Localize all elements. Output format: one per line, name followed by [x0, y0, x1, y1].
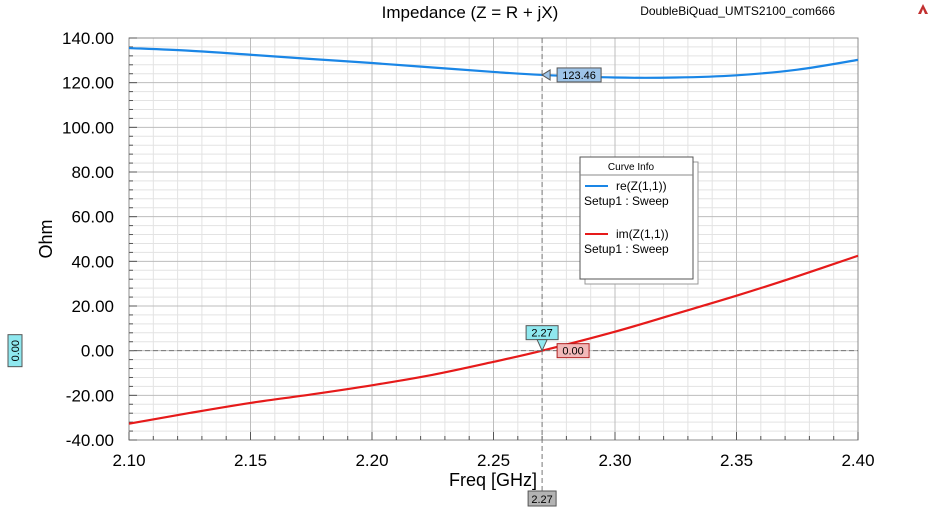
marker-im-box[interactable] — [556, 343, 590, 359]
x-tick-label: 2.20 — [355, 451, 388, 470]
y-tick-label: 100.00 — [62, 118, 114, 137]
series-line-re — [128, 46, 859, 79]
series-line-im — [128, 254, 859, 425]
y-axis-title: Ohm — [36, 219, 56, 258]
legend-title: Curve Info — [608, 162, 655, 173]
legend-entry-im-setup: Setup1 : Sweep — [584, 242, 669, 256]
marker-x-pointer — [536, 339, 548, 352]
marker-y-axis-box[interactable] — [7, 334, 23, 368]
x-tick-label: 2.35 — [720, 451, 753, 470]
y-tick-label: -20.00 — [66, 386, 114, 405]
x-axis-title: Freq [GHz] — [449, 470, 537, 490]
x-tick-label: 2.30 — [598, 451, 631, 470]
x-tick-label: 2.10 — [112, 451, 145, 470]
y-tick-label: 60.00 — [71, 208, 114, 227]
x-tick-label: 2.40 — [841, 451, 874, 470]
legend-entry-re-setup: Setup1 : Sweep — [584, 194, 669, 208]
x-tick-label: 2.25 — [477, 451, 510, 470]
y-tick-label: 40.00 — [71, 252, 114, 271]
ansys-logo-icon — [918, 4, 928, 14]
marker-re-box[interactable] — [556, 67, 602, 83]
y-tick-label: 120.00 — [62, 74, 114, 93]
axes: 2.10 2.15 2.20 2.25 2.30 2.35 2.40 140.00 120.00… — [62, 29, 875, 470]
marker-re-pointer — [541, 69, 551, 81]
marker-re-value: 123.46 — [562, 70, 596, 82]
legend-entry-re: re(Z(1,1)) — [616, 179, 667, 193]
series-layer — [128, 46, 859, 425]
y-tick-label: 140.00 — [62, 29, 114, 48]
markers: 123.46 0.00 2.27 0.00 2.27 — [7, 38, 858, 507]
y-tick-label: 20.00 — [71, 297, 114, 316]
y-tick-label: -40.00 — [66, 431, 114, 450]
grid — [128, 37, 859, 441]
marker-y-axis-value: 0.00 — [10, 340, 22, 361]
marker-x-axis-box[interactable] — [527, 490, 557, 507]
y-tick-label: 80.00 — [71, 163, 114, 182]
legend-entry-im: im(Z(1,1)) — [616, 227, 669, 241]
legend[interactable]: Curve Info re(Z(1,1)) Setup1 : Sweep im(… — [579, 156, 699, 285]
x-tick-label: 2.15 — [234, 451, 267, 470]
marker-x-value: 2.27 — [531, 328, 552, 340]
marker-im-value: 0.00 — [562, 346, 583, 358]
chart-title: Impedance (Z = R + jX) — [382, 3, 559, 22]
marker-x-axis-value: 2.27 — [531, 494, 552, 506]
y-tick-label: 0.00 — [81, 342, 114, 361]
project-name: DoubleBiQuad_UMTS2100_com666 — [640, 4, 835, 18]
